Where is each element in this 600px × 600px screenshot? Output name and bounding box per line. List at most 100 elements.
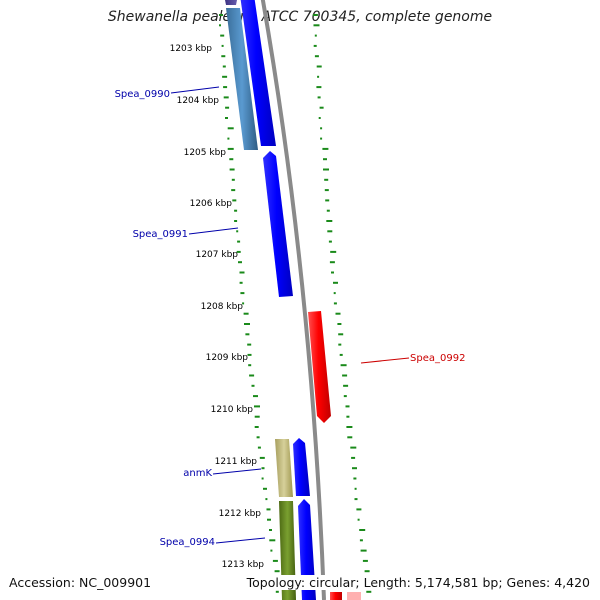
gene-label-text[interactable]: Spea_0992 <box>410 353 465 364</box>
tick-label: 1210 kbp <box>211 405 254 415</box>
gc-dot <box>222 75 228 78</box>
gc-dot <box>322 147 329 150</box>
gc-dot <box>272 559 278 562</box>
gc-dot <box>347 436 353 439</box>
tick-label: 1208 kbp <box>201 302 244 312</box>
gc-dot <box>245 333 250 336</box>
gene-label-spea-0990[interactable]: Spea_0990 <box>115 86 220 100</box>
gc-dot <box>359 539 363 542</box>
gene-feature-anmk[interactable] <box>275 439 293 497</box>
gc-dot <box>227 127 234 130</box>
gc-dot <box>356 508 362 511</box>
gc-dot <box>249 374 255 377</box>
gc-dot <box>247 343 252 346</box>
gene-feature-top-purple[interactable] <box>224 0 238 5</box>
gc-dot <box>266 508 271 511</box>
tick-label: 1209 kbp <box>206 353 249 363</box>
gc-dot <box>319 106 324 109</box>
gene-label-text[interactable]: anmK <box>183 468 212 479</box>
gc-dot <box>225 106 230 109</box>
gene-label-spea-0992[interactable]: Spea_0992 <box>360 353 465 364</box>
gene-feature-forward-mid[interactable] <box>293 438 310 496</box>
gc-dot <box>239 281 243 284</box>
gc-dot <box>345 405 350 408</box>
gc-dot <box>350 446 357 449</box>
gc-dot <box>257 446 261 449</box>
gc-dot <box>326 220 333 222</box>
gc-dot <box>313 24 320 27</box>
gc-dot <box>238 261 242 264</box>
gc-dot <box>331 271 334 274</box>
gc-dot <box>340 364 347 367</box>
gc-dot <box>223 96 229 99</box>
gc-dot <box>357 518 360 521</box>
genome-title: Shewanella pealeana ATCC 700345, complet… <box>107 9 493 25</box>
tick-label: 1211 kbp <box>215 457 258 467</box>
gc-dot <box>323 158 327 161</box>
gc-dot <box>229 158 234 161</box>
gc-dot <box>364 570 370 573</box>
genome-backbone <box>260 0 326 600</box>
gc-dot <box>274 570 280 573</box>
gc-dot <box>333 292 336 295</box>
gene-feature-forward-lower[interactable] <box>298 499 316 600</box>
genome-summary: Topology: circular; Length: 5,174,581 bp… <box>246 575 590 590</box>
gc-dot <box>254 426 259 428</box>
gc-dot <box>314 34 317 37</box>
gene-feature-bottom-red-1[interactable] <box>330 592 342 600</box>
gc-dot <box>243 312 249 315</box>
tick-label: 1205 kbp <box>184 148 227 158</box>
gc-dot <box>221 44 224 47</box>
gc-dot <box>222 65 226 68</box>
gene-feature-bottom-red-2[interactable] <box>347 592 361 600</box>
gc-dot <box>313 44 317 47</box>
gc-dot <box>320 137 323 140</box>
gc-dot <box>269 529 272 531</box>
gc-dot <box>267 518 271 521</box>
gc-dot <box>346 426 353 428</box>
gc-dot <box>254 405 260 408</box>
gc-dot <box>333 281 338 284</box>
gene-label-anmk[interactable]: anmK <box>183 468 262 479</box>
gene-label-text[interactable]: Spea_0991 <box>133 229 188 240</box>
gc-dot <box>342 374 348 377</box>
gc-dot <box>323 168 329 171</box>
gc-dot <box>275 590 279 593</box>
gene-feature-spea-0992[interactable] <box>308 311 331 423</box>
tick-label: 1207 kbp <box>196 250 239 260</box>
gc-dot <box>223 86 228 89</box>
gene-feature-spea-0990[interactable] <box>226 8 258 150</box>
gc-dot <box>254 415 260 418</box>
gc-dot <box>343 384 349 387</box>
gene-label-text[interactable]: Spea_0990 <box>115 89 170 100</box>
gene-label-text[interactable]: Spea_0994 <box>160 537 215 548</box>
tick-label: 1212 kbp <box>219 509 262 519</box>
gc-dot <box>316 86 322 89</box>
gc-dot <box>242 302 245 305</box>
gene-feature-forward-upper[interactable] <box>240 0 276 146</box>
gc-dot <box>237 240 241 243</box>
gc-dot <box>320 127 323 130</box>
gene-label-spea-0994[interactable]: Spea_0994 <box>160 537 266 548</box>
gc-dot <box>324 178 329 181</box>
gc-dot <box>263 487 267 490</box>
tick-label: 1204 kbp <box>177 96 220 106</box>
gc-dot <box>354 498 358 501</box>
gene-label-spea-0991[interactable]: Spea_0991 <box>133 227 239 240</box>
tick-label: 1213 kbp <box>222 560 265 570</box>
gc-dot <box>335 312 341 315</box>
gc-dot <box>318 117 321 119</box>
gc-dot <box>329 261 335 264</box>
gc-dot <box>316 65 322 68</box>
gc-content-track-left <box>219 14 280 593</box>
accession-label: Accession: NC_009901 <box>9 575 152 590</box>
gc-dot <box>231 189 236 192</box>
tick-label: 1206 kbp <box>190 199 233 209</box>
gc-dot <box>227 137 230 140</box>
gc-dot <box>234 209 238 212</box>
gc-dot <box>354 487 357 490</box>
gene-feature-spea-0991[interactable] <box>263 151 293 297</box>
gc-dot <box>219 14 223 16</box>
tick-label: 1203 kbp <box>170 44 213 54</box>
